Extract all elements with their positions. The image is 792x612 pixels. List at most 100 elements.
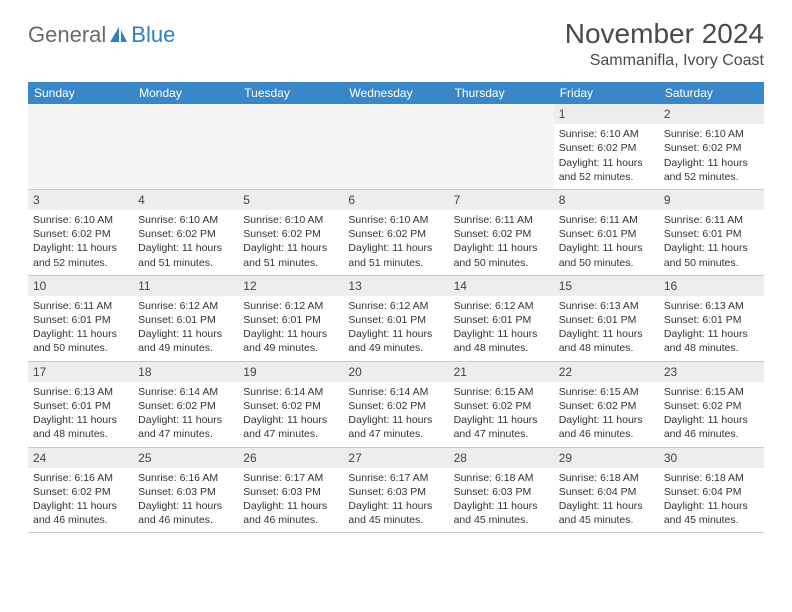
daylight-line: Daylight: 11 hours and 48 minutes. xyxy=(664,327,759,355)
sunrise-line: Sunrise: 6:11 AM xyxy=(454,213,549,227)
calendar-cell: 18Sunrise: 6:14 AMSunset: 6:02 PMDayligh… xyxy=(133,362,238,448)
day-number: 5 xyxy=(238,190,343,210)
day-number: 17 xyxy=(28,362,133,382)
sunrise-line: Sunrise: 6:12 AM xyxy=(243,299,338,313)
sunrise-line: Sunrise: 6:17 AM xyxy=(243,471,338,485)
sunset-line: Sunset: 6:02 PM xyxy=(138,399,233,413)
day-header-cell: Saturday xyxy=(659,82,764,104)
daylight-line: Daylight: 11 hours and 50 minutes. xyxy=(454,241,549,269)
calendar-cell: 6Sunrise: 6:10 AMSunset: 6:02 PMDaylight… xyxy=(343,190,448,276)
calendar-cell: 21Sunrise: 6:15 AMSunset: 6:02 PMDayligh… xyxy=(449,362,554,448)
sunrise-line: Sunrise: 6:18 AM xyxy=(454,471,549,485)
sunset-line: Sunset: 6:01 PM xyxy=(664,313,759,327)
logo: General Blue xyxy=(28,18,175,46)
calendar-cell: 29 Sunrise: 6:18 AMSunset: 6:04 PMDayligh… xyxy=(554,448,659,534)
sunset-line: Sunset: 6:04 PM xyxy=(559,485,654,499)
calendar-cell: 26Sunrise: 6:17 AMSunset: 6:03 PMDayligh… xyxy=(238,448,343,534)
sunset-line: Sunset: 6:03 PM xyxy=(454,485,549,499)
sunset-line: Sunset: 6:01 PM xyxy=(348,313,443,327)
sunset-line: Sunset: 6:03 PM xyxy=(348,485,443,499)
daylight-line: Daylight: 11 hours and 47 minutes. xyxy=(243,413,338,441)
calendar-cell: 3Sunrise: 6:10 AMSunset: 6:02 PMDaylight… xyxy=(28,190,133,276)
sunrise-line: Sunrise: 6:11 AM xyxy=(33,299,128,313)
day-number: 21 xyxy=(449,362,554,382)
calendar-cell: 14Sunrise: 6:12 AMSunset: 6:01 PMDayligh… xyxy=(449,276,554,362)
sunset-line: Sunset: 6:02 PM xyxy=(664,399,759,413)
day-number: 30 xyxy=(659,448,764,468)
sunset-line: Sunset: 6:02 PM xyxy=(138,227,233,241)
daylight-line: Daylight: 11 hours and 49 minutes. xyxy=(243,327,338,355)
day-number: 29 xyxy=(554,448,659,468)
sunrise-line: Sunrise: 6:17 AM xyxy=(348,471,443,485)
day-number: 15 xyxy=(554,276,659,296)
sunrise-line: Sunrise: 6:13 AM xyxy=(664,299,759,313)
weeks-container: 1Sunrise: 6:10 AMSunset: 6:02 PMDaylight… xyxy=(28,104,764,533)
sunrise-line: Sunrise: 6:15 AM xyxy=(664,385,759,399)
sunrise-line: Sunrise: 6:10 AM xyxy=(664,127,759,141)
calendar: SundayMondayTuesdayWednesdayThursdayFrid… xyxy=(28,82,764,533)
sunset-line: Sunset: 6:04 PM xyxy=(664,485,759,499)
calendar-cell: 19 Sunrise: 6:14 AMSunset: 6:02 PMDayligh… xyxy=(238,362,343,448)
location: Sammanifla, Ivory Coast xyxy=(565,52,764,70)
calendar-cell: 1Sunrise: 6:10 AMSunset: 6:02 PMDaylight… xyxy=(554,104,659,190)
logo-text-gray: General xyxy=(28,24,106,46)
logo-text-blue: Blue xyxy=(131,24,175,46)
day-number: 25 xyxy=(133,448,238,468)
day-number: 22 xyxy=(554,362,659,382)
calendar-cell: 25Sunrise: 6:16 AMSunset: 6:03 PMDayligh… xyxy=(133,448,238,534)
sunrise-line: Sunrise: 6:10 AM xyxy=(33,213,128,227)
daylight-line: Daylight: 11 hours and 49 minutes. xyxy=(348,327,443,355)
day-number: 20 xyxy=(343,362,448,382)
sunset-line: Sunset: 6:02 PM xyxy=(33,485,128,499)
calendar-cell xyxy=(343,104,448,190)
day-header-cell: Monday xyxy=(133,82,238,104)
sunset-line: Sunset: 6:03 PM xyxy=(243,485,338,499)
sunrise-line: Sunrise: 6:11 AM xyxy=(559,213,654,227)
sunrise-line: Sunrise: 6:14 AM xyxy=(243,385,338,399)
day-number: 11 xyxy=(133,276,238,296)
week-row: 10Sunrise: 6:11 AMSunset: 6:01 PMDayligh… xyxy=(28,276,764,362)
calendar-cell: 22Sunrise: 6:15 AMSunset: 6:02 PMDayligh… xyxy=(554,362,659,448)
month-title: November 2024 xyxy=(565,18,764,50)
calendar-cell: 13Sunrise: 6:12 AMSunset: 6:01 PMDayligh… xyxy=(343,276,448,362)
sunrise-line: Sunrise: 6:10 AM xyxy=(138,213,233,227)
calendar-cell: 16Sunrise: 6:13 AMSunset: 6:01 PMDayligh… xyxy=(659,276,764,362)
sunrise-line: Sunrise: 6:15 AM xyxy=(559,385,654,399)
sunrise-line: Sunrise: 6:18 AM xyxy=(559,471,654,485)
daylight-line: Daylight: 11 hours and 45 minutes. xyxy=(454,499,549,527)
daylight-line: Daylight: 11 hours and 45 minutes. xyxy=(559,499,654,527)
daylight-line: Daylight: 11 hours and 51 minutes. xyxy=(243,241,338,269)
daylight-line: Daylight: 11 hours and 47 minutes. xyxy=(348,413,443,441)
daylight-line: Daylight: 11 hours and 50 minutes. xyxy=(33,327,128,355)
daylight-line: Daylight: 11 hours and 48 minutes. xyxy=(559,327,654,355)
calendar-cell: 23Sunrise: 6:15 AMSunset: 6:02 PMDayligh… xyxy=(659,362,764,448)
calendar-cell xyxy=(449,104,554,190)
day-number: 27 xyxy=(343,448,448,468)
sunrise-line: Sunrise: 6:12 AM xyxy=(454,299,549,313)
day-number: 9 xyxy=(659,190,764,210)
sunset-line: Sunset: 6:02 PM xyxy=(243,399,338,413)
day-header-cell: Wednesday xyxy=(343,82,448,104)
day-number: 24 xyxy=(28,448,133,468)
sail-icon xyxy=(108,26,128,44)
calendar-cell: 28Sunrise: 6:18 AMSunset: 6:03 PMDayligh… xyxy=(449,448,554,534)
sunrise-line: Sunrise: 6:15 AM xyxy=(454,385,549,399)
sunrise-line: Sunrise: 6:13 AM xyxy=(559,299,654,313)
day-number: 6 xyxy=(343,190,448,210)
sunrise-line: Sunrise: 6:18 AM xyxy=(664,471,759,485)
sunset-line: Sunset: 6:01 PM xyxy=(664,227,759,241)
sunset-line: Sunset: 6:02 PM xyxy=(454,227,549,241)
calendar-cell: 2Sunrise: 6:10 AMSunset: 6:02 PMDaylight… xyxy=(659,104,764,190)
week-row: 24Sunrise: 6:16 AMSunset: 6:02 PMDayligh… xyxy=(28,448,764,534)
sunrise-line: Sunrise: 6:11 AM xyxy=(664,213,759,227)
day-number: 2 xyxy=(659,104,764,124)
day-number: 23 xyxy=(659,362,764,382)
calendar-cell xyxy=(133,104,238,190)
calendar-cell: 20Sunrise: 6:14 AMSunset: 6:02 PMDayligh… xyxy=(343,362,448,448)
week-row: 17Sunrise: 6:13 AMSunset: 6:01 PMDayligh… xyxy=(28,362,764,448)
sunset-line: Sunset: 6:01 PM xyxy=(559,313,654,327)
sunrise-line: Sunrise: 6:12 AM xyxy=(138,299,233,313)
day-number: 19 xyxy=(238,362,343,382)
day-header-cell: Tuesday xyxy=(238,82,343,104)
calendar-cell: 5Sunrise: 6:10 AMSunset: 6:02 PMDaylight… xyxy=(238,190,343,276)
